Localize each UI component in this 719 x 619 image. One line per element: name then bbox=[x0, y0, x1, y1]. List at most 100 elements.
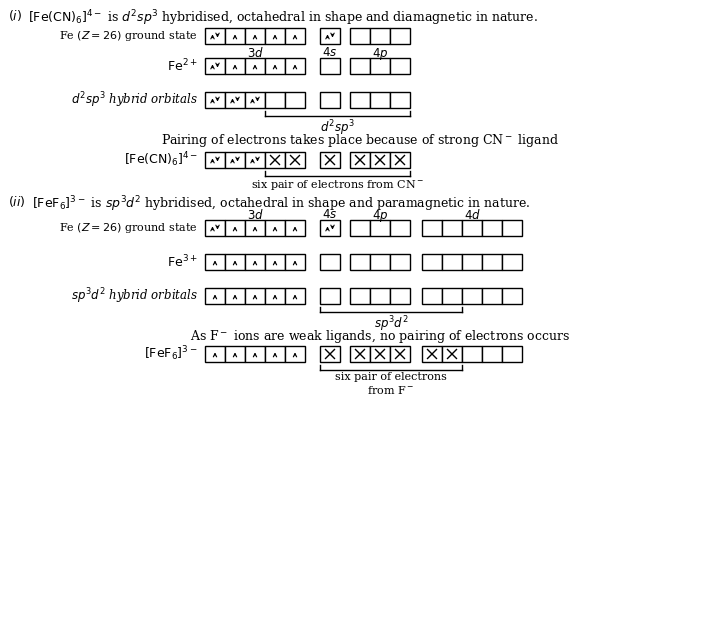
Bar bbox=[285, 152, 305, 168]
Bar bbox=[422, 220, 442, 236]
Text: $4d$: $4d$ bbox=[464, 208, 480, 222]
Bar bbox=[370, 92, 390, 108]
Bar bbox=[482, 346, 502, 362]
Bar bbox=[390, 28, 410, 44]
Bar bbox=[350, 92, 370, 108]
Text: $[\mathrm{Fe(CN)_6}]^{4-}$: $[\mathrm{Fe(CN)_6}]^{4-}$ bbox=[124, 150, 198, 170]
Text: $4p$: $4p$ bbox=[372, 46, 388, 62]
Bar bbox=[502, 346, 522, 362]
Bar bbox=[370, 346, 390, 362]
Bar bbox=[205, 288, 225, 304]
Bar bbox=[225, 152, 245, 168]
Bar bbox=[245, 288, 265, 304]
Bar bbox=[205, 92, 225, 108]
Bar bbox=[462, 346, 482, 362]
Bar bbox=[265, 346, 285, 362]
Bar bbox=[225, 254, 245, 270]
Bar bbox=[265, 58, 285, 74]
Bar bbox=[422, 346, 442, 362]
Text: $4s$: $4s$ bbox=[322, 46, 338, 59]
Bar bbox=[225, 58, 245, 74]
Bar bbox=[225, 92, 245, 108]
Bar bbox=[285, 346, 305, 362]
Bar bbox=[245, 220, 265, 236]
Text: $\mathrm{Fe}^{2+}$: $\mathrm{Fe}^{2+}$ bbox=[168, 58, 198, 74]
Text: six pair of electrons from CN$^-$: six pair of electrons from CN$^-$ bbox=[251, 178, 424, 192]
Text: $d^2sp^3$: $d^2sp^3$ bbox=[320, 118, 355, 137]
Bar bbox=[350, 346, 370, 362]
Bar bbox=[462, 220, 482, 236]
Bar bbox=[245, 58, 265, 74]
Bar bbox=[320, 28, 340, 44]
Bar bbox=[225, 346, 245, 362]
Text: $d^2sp^3$ hybrid orbitals: $d^2sp^3$ hybrid orbitals bbox=[71, 90, 198, 110]
Text: Fe $(Z=26)$ ground state: Fe $(Z=26)$ ground state bbox=[59, 29, 198, 43]
Bar bbox=[390, 152, 410, 168]
Bar bbox=[265, 288, 285, 304]
Bar bbox=[390, 346, 410, 362]
Bar bbox=[462, 288, 482, 304]
Bar bbox=[205, 346, 225, 362]
Bar bbox=[265, 152, 285, 168]
Bar bbox=[245, 254, 265, 270]
Bar bbox=[390, 254, 410, 270]
Bar bbox=[225, 220, 245, 236]
Bar bbox=[350, 58, 370, 74]
Bar bbox=[370, 220, 390, 236]
Text: $4s$: $4s$ bbox=[322, 208, 338, 221]
Bar bbox=[370, 58, 390, 74]
Bar bbox=[370, 254, 390, 270]
Bar bbox=[265, 254, 285, 270]
Text: $[\mathrm{FeF_6}]^{3-}$ is $sp^3d^2$ hybridised, octahedral in shape and paramag: $[\mathrm{FeF_6}]^{3-}$ is $sp^3d^2$ hyb… bbox=[32, 194, 531, 214]
Bar bbox=[245, 92, 265, 108]
Bar bbox=[285, 92, 305, 108]
Bar bbox=[390, 220, 410, 236]
Bar bbox=[205, 254, 225, 270]
Bar bbox=[320, 92, 340, 108]
Bar bbox=[462, 254, 482, 270]
Bar bbox=[205, 220, 225, 236]
Text: $3d$: $3d$ bbox=[247, 46, 263, 60]
Bar bbox=[285, 28, 305, 44]
Bar bbox=[265, 92, 285, 108]
Bar bbox=[482, 254, 502, 270]
Bar bbox=[390, 92, 410, 108]
Text: As F$^-$ ions are weak ligands, no pairing of electrons occurs: As F$^-$ ions are weak ligands, no pairi… bbox=[190, 328, 570, 345]
Text: $[\mathrm{FeF_6}]^{3-}$: $[\mathrm{FeF_6}]^{3-}$ bbox=[145, 345, 198, 363]
Bar bbox=[422, 254, 442, 270]
Bar bbox=[285, 58, 305, 74]
Bar bbox=[350, 28, 370, 44]
Bar bbox=[225, 28, 245, 44]
Bar bbox=[442, 254, 462, 270]
Text: $(ii)$: $(ii)$ bbox=[8, 194, 26, 209]
Bar bbox=[320, 346, 340, 362]
Bar bbox=[320, 58, 340, 74]
Bar bbox=[442, 346, 462, 362]
Bar bbox=[205, 152, 225, 168]
Bar bbox=[320, 254, 340, 270]
Bar bbox=[350, 288, 370, 304]
Bar bbox=[245, 346, 265, 362]
Bar bbox=[442, 288, 462, 304]
Bar bbox=[285, 254, 305, 270]
Bar bbox=[320, 220, 340, 236]
Bar bbox=[442, 220, 462, 236]
Bar bbox=[320, 288, 340, 304]
Text: $sp^3d^2$ hybrid orbitals: $sp^3d^2$ hybrid orbitals bbox=[71, 286, 198, 306]
Text: $sp^3d^2$: $sp^3d^2$ bbox=[374, 314, 408, 334]
Text: $4p$: $4p$ bbox=[372, 208, 388, 224]
Bar bbox=[350, 152, 370, 168]
Bar bbox=[370, 288, 390, 304]
Bar bbox=[265, 220, 285, 236]
Bar bbox=[502, 220, 522, 236]
Text: $\mathrm{Fe}^{3+}$: $\mathrm{Fe}^{3+}$ bbox=[168, 254, 198, 271]
Text: $[\mathrm{Fe(CN)_6}]^{4-}$ is $d^2sp^3$ hybridised, octahedral in shape and diam: $[\mathrm{Fe(CN)_6}]^{4-}$ is $d^2sp^3$ … bbox=[28, 8, 538, 28]
Bar bbox=[390, 58, 410, 74]
Bar bbox=[205, 58, 225, 74]
Bar bbox=[285, 220, 305, 236]
Text: Pairing of electrons takes place because of strong CN$^-$ ligand: Pairing of electrons takes place because… bbox=[161, 132, 559, 149]
Text: $(i)$: $(i)$ bbox=[8, 8, 22, 23]
Bar bbox=[205, 28, 225, 44]
Text: six pair of electrons: six pair of electrons bbox=[335, 372, 447, 382]
Bar bbox=[390, 288, 410, 304]
